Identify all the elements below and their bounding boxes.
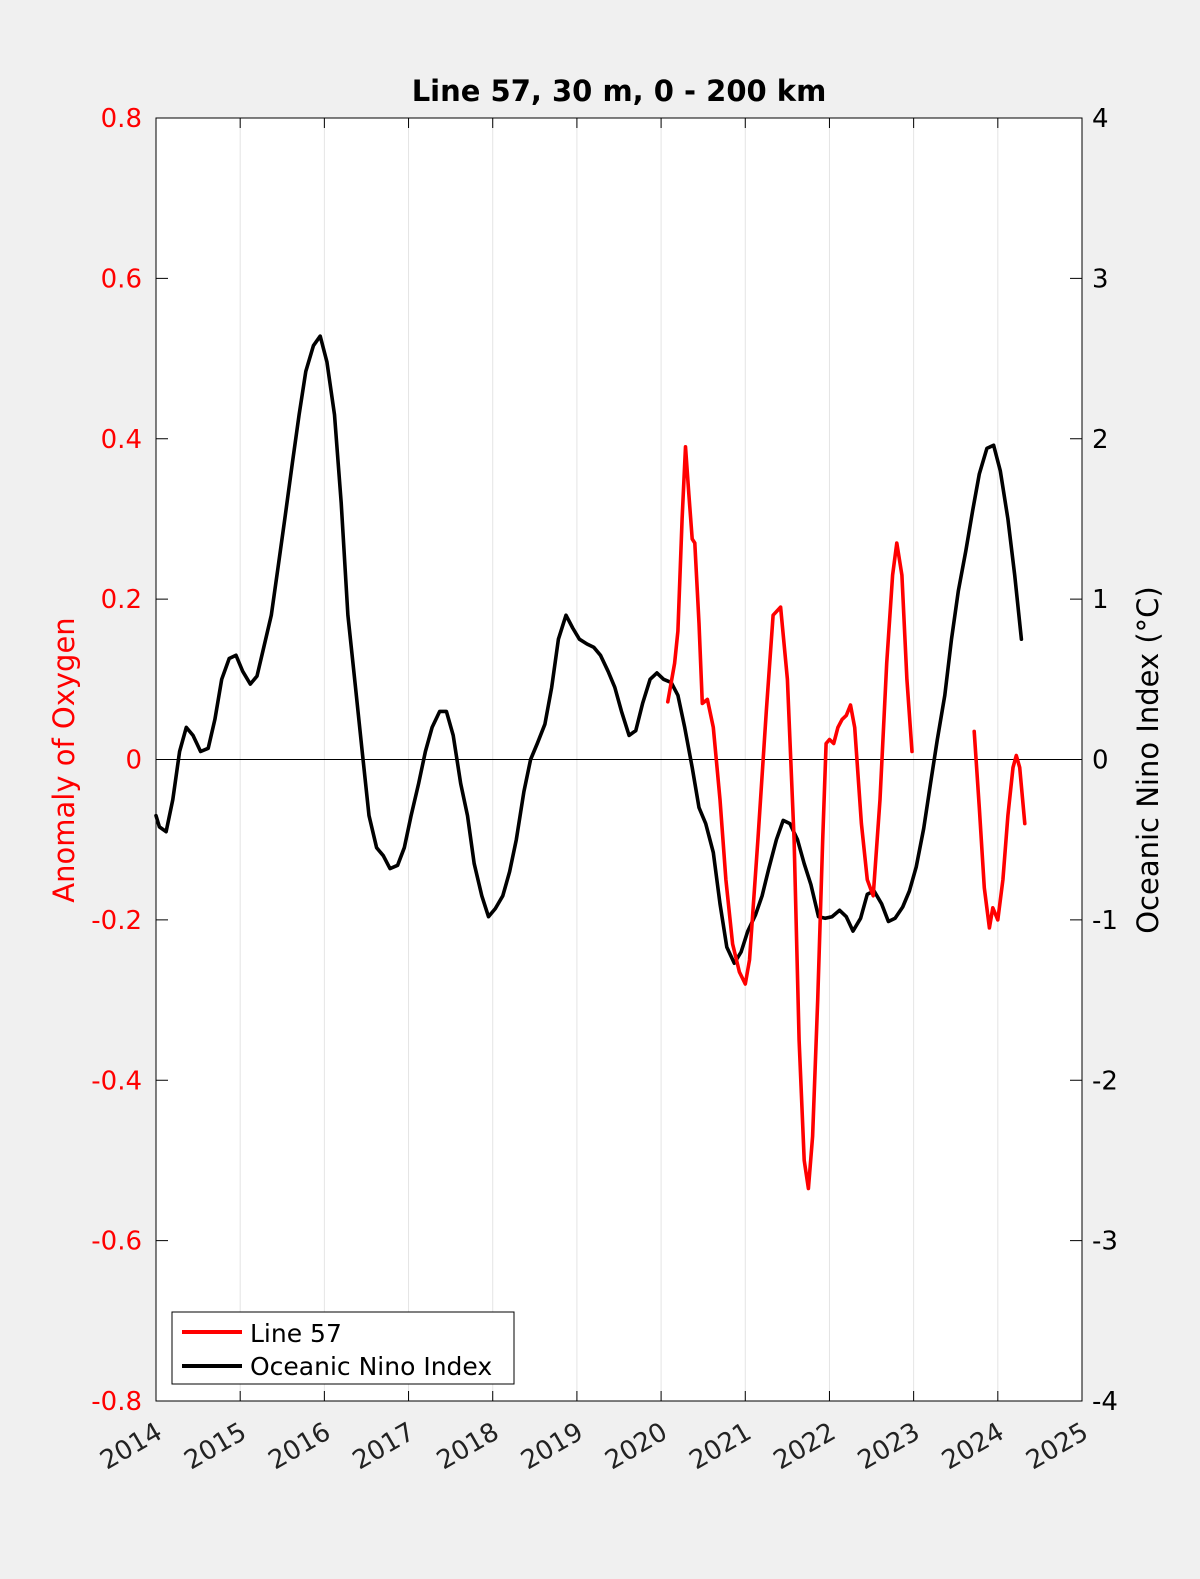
y-left-tick-label: -0.6 xyxy=(91,1227,142,1257)
y-right-tick-label: 1 xyxy=(1092,585,1109,615)
left-axis-label: Anomaly of Oxygen xyxy=(47,617,81,902)
y-left-tick-label: 0.2 xyxy=(101,585,142,615)
y-left-tick-label: 0 xyxy=(125,746,142,776)
oni-series xyxy=(154,334,1024,966)
line-57-series xyxy=(665,444,914,1191)
y-right-tick-label: -2 xyxy=(1092,1066,1118,1096)
series-layer xyxy=(154,334,1027,1191)
right-axis-label: Oceanic Nino Index (°C) xyxy=(1131,586,1165,934)
y-left-tick-label: -0.4 xyxy=(91,1066,142,1096)
y-left-tick-label: -0.8 xyxy=(91,1387,142,1417)
y-right-tick-label: -3 xyxy=(1092,1227,1118,1257)
legend-label-oni: Oceanic Nino Index xyxy=(250,1352,492,1381)
y-right-tick-label: 4 xyxy=(1092,104,1109,134)
y-left-tick-label: -0.2 xyxy=(91,906,142,936)
legend-box xyxy=(171,1311,515,1385)
chart-title: Line 57, 30 m, 0 - 200 km xyxy=(412,74,827,108)
y-right-tick-label: -4 xyxy=(1092,1387,1118,1417)
y-right-tick-label: 3 xyxy=(1092,264,1109,294)
y-right-tick-label: 2 xyxy=(1092,425,1109,455)
legend: Line 57 Oceanic Nino Index xyxy=(171,1311,515,1385)
y-left-tick-label: 0.8 xyxy=(101,104,142,134)
y-right-tick-label: 0 xyxy=(1092,746,1109,776)
line-57-series xyxy=(972,729,1027,930)
y-right-tick-label: -1 xyxy=(1092,906,1118,936)
legend-label-line-57: Line 57 xyxy=(250,1319,342,1348)
y-left-tick-label: 0.4 xyxy=(101,425,142,455)
y-left-tick-label: 0.6 xyxy=(101,264,142,294)
